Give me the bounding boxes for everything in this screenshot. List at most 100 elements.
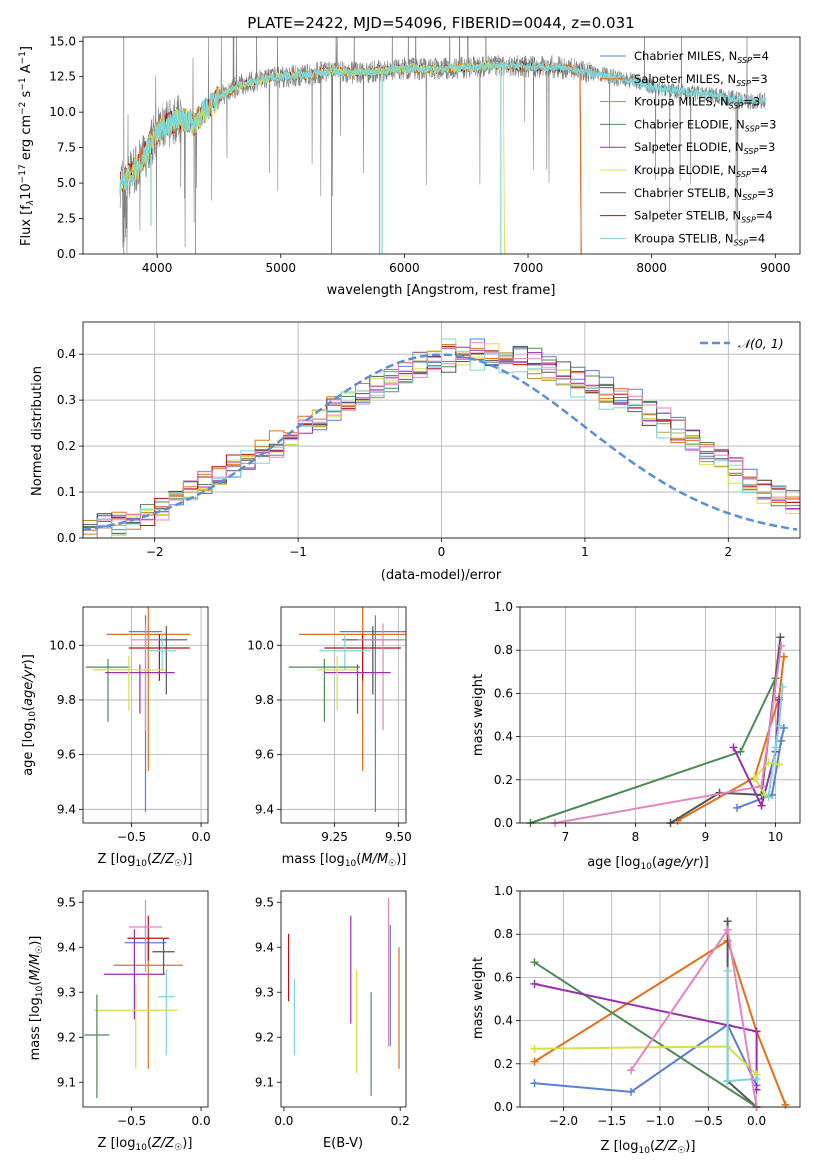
weight-series-line [533,939,787,1106]
x-tick-label: 9 [702,830,710,844]
mE-xlabel: E(B-V) [323,1136,363,1151]
x-tick-label: −1 [289,545,307,559]
y-tick-label: 9.1 [255,1075,274,1089]
x-tick-label: 9.50 [385,830,412,844]
axes-frame [280,606,407,824]
x-tick-label: 10 [768,830,783,844]
x-tick-label: −0.5 [117,830,146,844]
mass-weight-vs-metallicity-plot: Z [log10(Z/Z☉)] mass weight −2.0 −1.5 −1.0… [471,884,801,1156]
mass-vs-metallicity-plot: Z [log10(Z/Z☉)] mass [log10(M/M☉)] −0.5 0… [28,890,211,1153]
x-tick-label: 8 [632,830,640,844]
x-tick-label: 5000 [266,261,297,275]
x-tick-label: −2.0 [549,1114,578,1128]
ageZ-ylabel: age [log10(age/yr)] [21,654,38,776]
y-tick-label: 9.6 [255,748,274,762]
y-tick-label: 9.3 [57,985,76,999]
y-tick-label: 0.0 [494,1100,513,1114]
weight-series-line [530,677,777,824]
axes-frame [82,606,209,824]
y-tick-label: 12.5 [49,70,76,84]
mZ-ylabel: mass [log10(M/M☉)] [28,936,45,1061]
legend-label: Chabrier STELIB, NSSP=3 [634,186,774,202]
y-tick-label: 9.4 [57,802,76,816]
x-tick-label: 6000 [389,261,420,275]
y-tick-label: 9.5 [57,895,76,909]
x-tick-label: 9.25 [321,830,348,844]
residual-histogram: (data-model)/error Normed distribution −… [30,321,801,583]
spectrum-xlabel: wavelength [Angstrom, rest frame] [327,283,556,298]
age-vs-mass-plot: mass [log10(M/M☉)] 9.25 9.50 9.4 9.6 9.8 10.0 [247,606,412,869]
axes-frame [519,606,801,824]
y-tick-label: 1.0 [494,600,513,614]
figure-title: PLATE=2422, MJD=54096, FIBERID=0044, z=0… [247,14,634,32]
y-tick-label: 0.4 [57,347,76,361]
y-tick-label: 0.0 [57,247,76,261]
axes-frame [82,890,209,1108]
x-tick-label: 7000 [513,261,544,275]
y-tick-label: 1.0 [494,884,513,898]
y-tick-label: 9.2 [255,1030,274,1044]
y-tick-label: 0.4 [494,730,513,744]
y-tick-label: 10.0 [247,638,274,652]
legend-label: Salpeter STELIB, NSSP=4 [634,209,773,225]
y-tick-label: 9.6 [57,748,76,762]
wAge-xlabel: age [log10(age/yr)] [587,855,709,872]
mass-vs-extinction-plot: E(B-V) 0.0 0.2 9.1 9.2 9.3 9.4 9.5 [255,890,410,1151]
y-tick-label: 0.2 [494,1057,513,1071]
x-tick-label: 9000 [760,261,791,275]
x-tick-label: 0.2 [391,1114,410,1128]
x-tick-label: 0.0 [274,1114,293,1128]
weight-series-line [554,645,783,824]
wAge-ylabel: mass weight [471,674,486,756]
x-tick-label: 8000 [636,261,667,275]
histogram-step-line [82,342,800,538]
y-tick-label: 0.3 [57,393,76,407]
residual-ylabel: Normed distribution [30,366,45,496]
y-tick-label: 0.8 [494,643,513,657]
axes-frame [82,321,801,539]
legend-label: Chabrier ELODIE, NSSP=3 [634,117,776,133]
y-tick-label: 9.2 [57,1030,76,1044]
y-tick-label: 0.0 [494,816,513,830]
y-tick-label: 0.1 [57,485,76,499]
weight-series-line [534,1023,758,1093]
y-tick-label: 9.1 [57,1075,76,1089]
x-tick-label: 0.0 [192,830,211,844]
y-tick-label: 9.8 [57,693,76,707]
y-tick-label: 10.0 [49,105,76,119]
axes-frame [519,890,801,1108]
residual-xlabel: (data-model)/error [381,568,502,583]
histogram-step-line [83,338,800,539]
spectrum-model-line [119,60,582,254]
y-tick-label: 9.4 [255,802,274,816]
x-tick-label: −0.5 [117,1114,146,1128]
weight-series-line [736,727,785,809]
x-tick-label: 2 [724,545,732,559]
weight-series-line [533,961,758,1108]
x-tick-label: 0 [438,545,446,559]
x-tick-label: −1.5 [597,1114,626,1128]
legend-label: Kroupa ELODIE, NSSP=4 [634,163,768,179]
y-tick-label: 9.3 [255,985,274,999]
legend-label: Kroupa STELIB, NSSP=4 [634,231,765,247]
y-tick-label: 9.4 [57,940,76,954]
spectrum-ylabel: Flux [fλ10−17 erg cm−2 s−1 A−1] [18,46,36,246]
weight-series-line [534,982,758,1090]
y-tick-label: 9.8 [255,693,274,707]
y-tick-label: 0.6 [494,686,513,700]
y-tick-label: 0.8 [494,927,513,941]
legend-label: Salpeter ELODIE, NSSP=3 [634,140,775,156]
axes-frame [280,890,407,1108]
x-tick-label: −2 [146,545,164,559]
y-tick-label: 9.4 [255,940,274,954]
age-vs-metallicity-plot: Z [log10(Z/Z☉)] age [log10(age/yr)] −0.5… [21,606,211,869]
axes-frame [82,36,801,255]
y-tick-label: 2.5 [57,212,76,226]
x-tick-label: −1.0 [645,1114,674,1128]
x-tick-label: 1 [581,545,589,559]
y-tick-label: 0.2 [494,773,513,787]
y-tick-label: 0.4 [494,1014,513,1028]
x-tick-label: 0.0 [192,1114,211,1128]
legend-label: 𝒩(0, 1) [738,336,784,351]
